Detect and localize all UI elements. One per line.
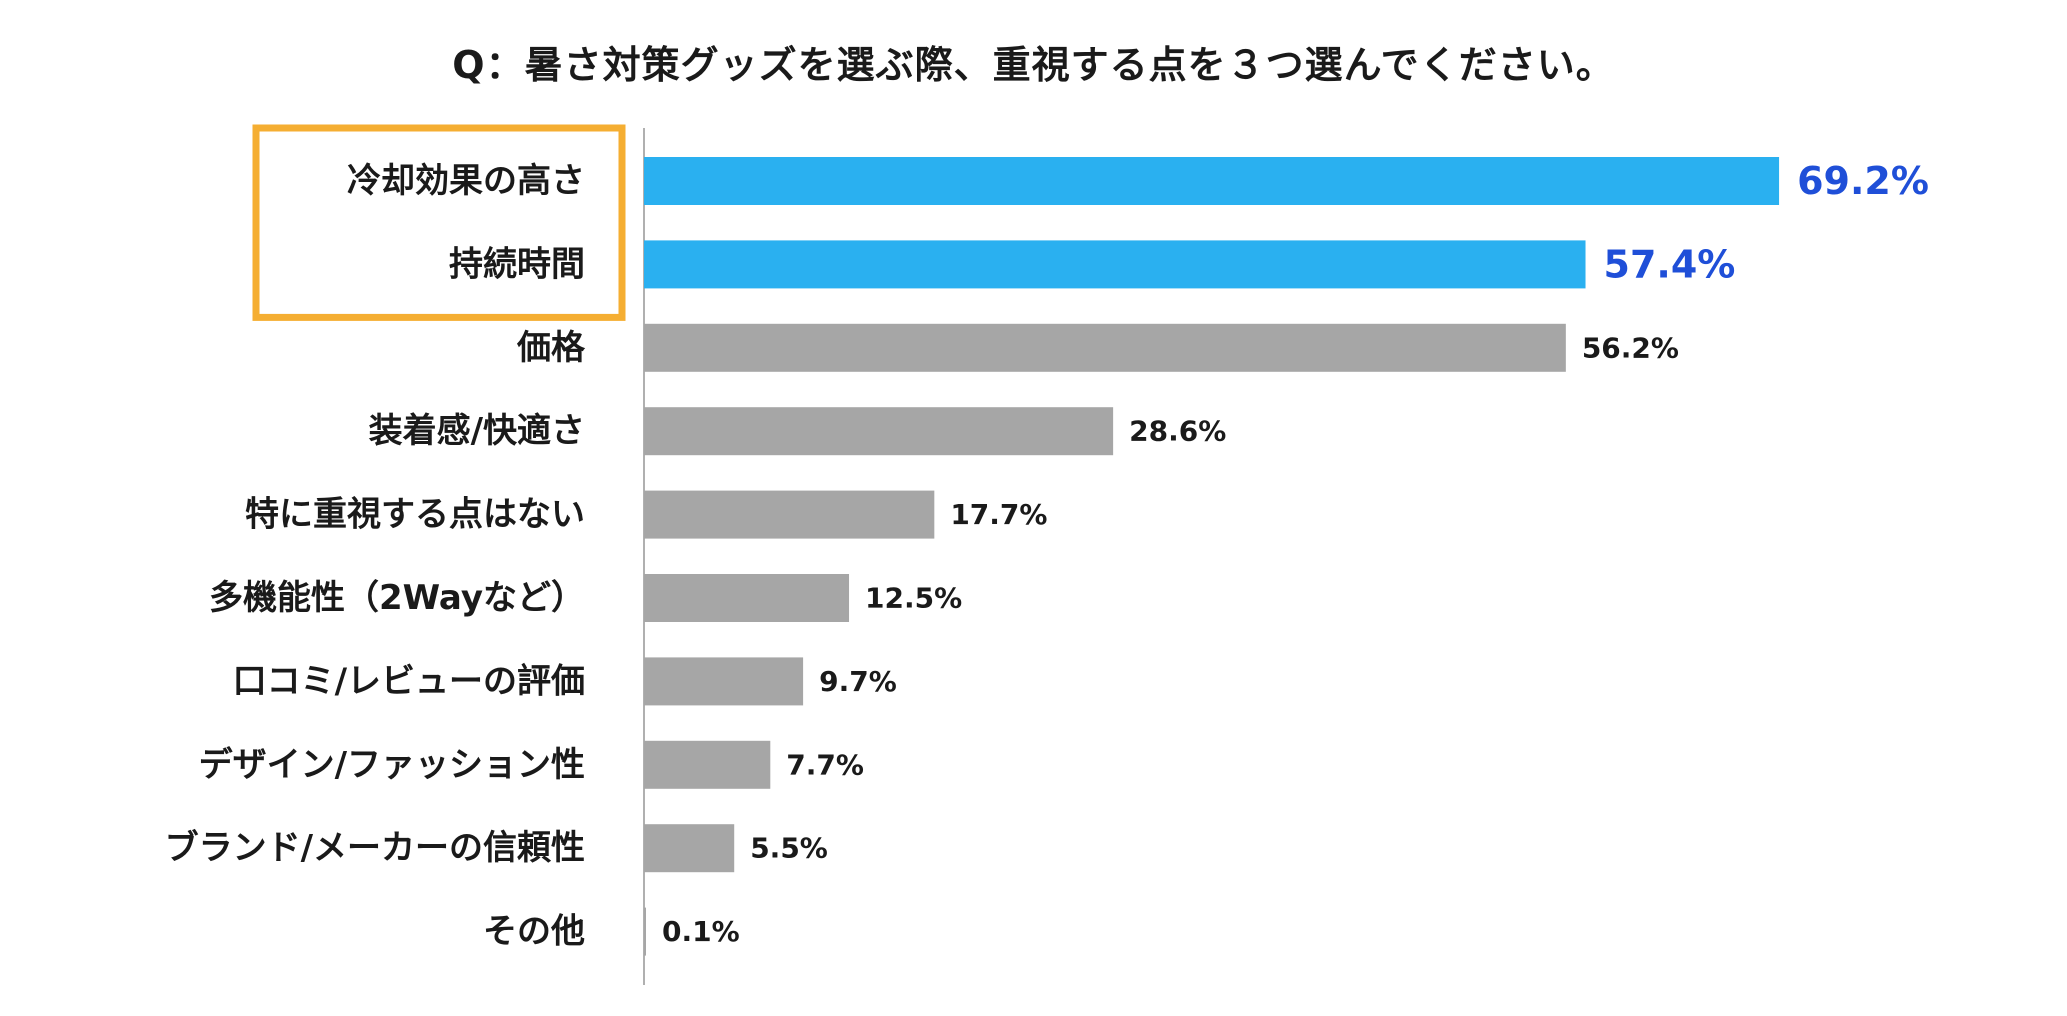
bar (644, 490, 935, 539)
category-label: 特に重視する点はない (245, 495, 585, 535)
data-label: 17.7% (950, 498, 1047, 531)
data-label: 9.7% (819, 665, 897, 698)
bar (644, 574, 850, 622)
data-label: 5.5% (750, 832, 828, 865)
category-label: 冷却効果の高さ (347, 161, 585, 201)
data-label: 69.2% (1797, 159, 1929, 203)
bar (644, 157, 1780, 205)
bar (644, 407, 1114, 456)
bar (644, 323, 1566, 372)
category-label: その他 (483, 912, 585, 952)
data-label: 28.6% (1129, 415, 1226, 448)
bar (644, 240, 1586, 289)
data-label: 7.7% (786, 748, 864, 781)
data-label: 12.5% (865, 582, 962, 615)
category-label: 多機能性（2Wayなど） (209, 578, 585, 618)
category-label: 価格 (516, 328, 586, 368)
bars-layer: 冷却効果の高さ 69.2% 持続時間 57.4% 価格 56.2% 装着感/快適さ 28.6%… (165, 124, 1929, 985)
data-label: 0.1% (662, 915, 740, 948)
category-label: 持続時間 (449, 244, 585, 284)
category-label: デザイン/ファッション性 (199, 745, 585, 785)
category-label: ブランド/メーカーの信頼性 (165, 828, 585, 868)
bar (644, 824, 735, 873)
chart-title: Q：暑さ対策グッズを選ぶ際、重視する点を３つ選んでください。 (452, 43, 1615, 87)
highlight-box (252, 124, 626, 321)
data-label: 57.4% (1604, 242, 1736, 286)
bar (644, 907, 646, 956)
bar (644, 657, 804, 706)
category-label: 口コミ/レビューの評価 (233, 661, 585, 701)
bar (644, 740, 771, 789)
category-label: 装着感/快適さ (369, 411, 585, 451)
data-label: 56.2% (1582, 331, 1679, 364)
